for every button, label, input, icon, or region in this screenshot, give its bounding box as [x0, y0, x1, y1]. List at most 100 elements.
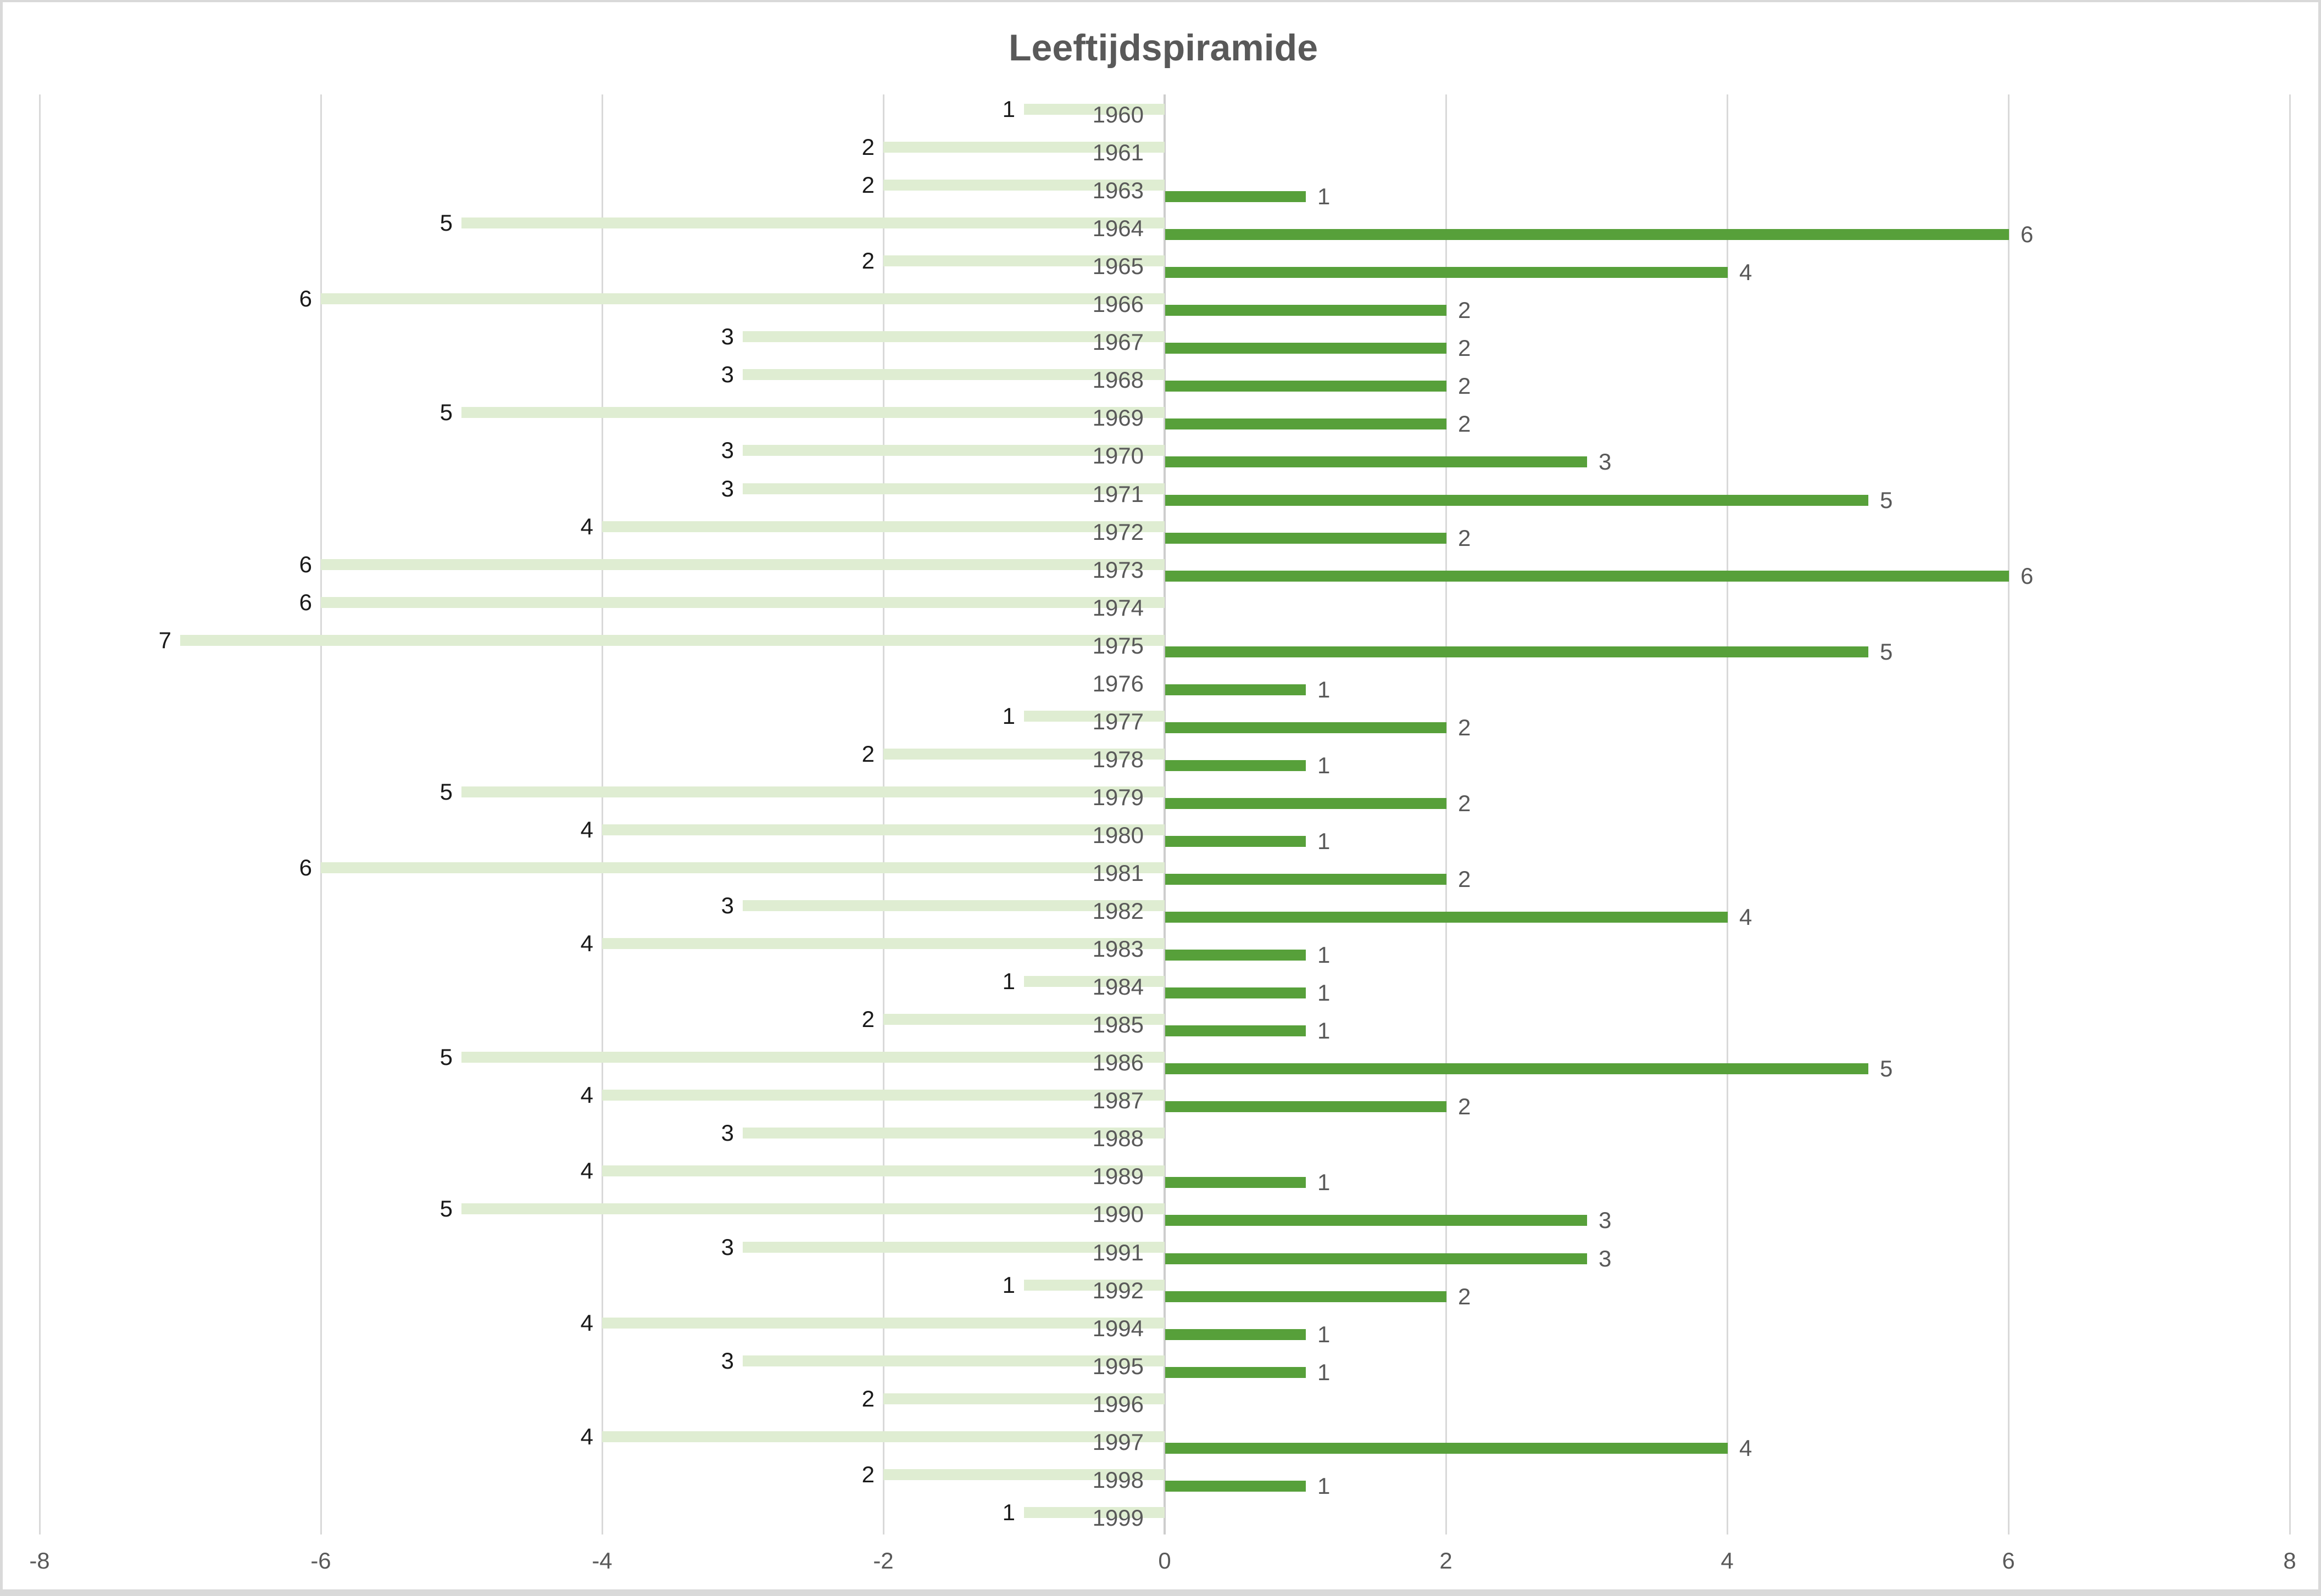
right-bar: [1165, 570, 2009, 582]
left-bar: [883, 1014, 1165, 1025]
left-value-label: 3: [721, 1120, 734, 1146]
right-bar: [1165, 1177, 1306, 1188]
category-label: 1982: [1092, 898, 1144, 924]
category-label: 1995: [1092, 1353, 1144, 1379]
left-bar: [743, 445, 1165, 456]
left-value-label: 1: [1002, 702, 1015, 729]
right-bar: [1165, 456, 1587, 468]
left-bar: [461, 1203, 1165, 1215]
left-bar: [1024, 710, 1165, 722]
left-value-label: 5: [439, 1044, 453, 1070]
right-bar: [1165, 191, 1306, 203]
right-bar: [1165, 797, 1446, 809]
category-label: 1973: [1092, 556, 1144, 583]
right-value-label: 2: [1458, 790, 1471, 816]
right-bar: [1165, 1253, 1587, 1264]
category-label: 1967: [1092, 329, 1144, 355]
category-label: 1991: [1092, 1239, 1144, 1265]
right-value-label: 5: [1880, 487, 1893, 513]
right-bar: [1165, 1215, 1587, 1226]
right-bar: [1165, 646, 1868, 657]
left-value-label: 3: [721, 361, 734, 388]
right-value-label: 1: [1317, 1018, 1331, 1044]
plot-area: -8 -6 -4 -2 0 2 4 6 8 1 1960 2 1961 2 1 1963 5 6 1964 2 4 196…: [3, 2, 2321, 1596]
x-tick-label: 4: [1721, 1548, 1734, 1573]
category-label: 1963: [1092, 177, 1144, 204]
right-bar: [1165, 494, 1868, 506]
left-bar: [743, 1355, 1165, 1366]
left-value-label: 2: [861, 1006, 875, 1033]
x-gridline: [883, 94, 884, 1534]
right-value-label: 2: [1458, 411, 1471, 437]
right-bar: [1165, 1442, 1728, 1454]
left-bar: [602, 521, 1165, 532]
right-value-label: 4: [1739, 1435, 1752, 1461]
right-bar: [1165, 381, 1446, 392]
left-bar: [883, 255, 1165, 267]
right-bar: [1165, 1063, 1868, 1075]
category-label: 1997: [1092, 1428, 1144, 1455]
left-bar: [461, 217, 1165, 229]
x-gridline: [602, 94, 603, 1534]
category-label: 1979: [1092, 784, 1144, 810]
category-label: 1983: [1092, 936, 1144, 962]
right-value-label: 2: [1458, 1093, 1471, 1120]
right-bar: [1165, 1101, 1446, 1113]
x-gridline: [320, 94, 322, 1534]
right-bar: [1165, 684, 1306, 695]
left-value-label: 5: [439, 399, 453, 426]
right-bar: [1165, 1366, 1306, 1378]
right-value-label: 1: [1317, 752, 1331, 778]
left-bar: [461, 407, 1165, 418]
right-value-label: 1: [1317, 1472, 1331, 1499]
category-label: 1987: [1092, 1087, 1144, 1114]
category-label: 1990: [1092, 1201, 1144, 1227]
right-value-label: 1: [1317, 183, 1331, 210]
right-bar: [1165, 835, 1306, 847]
left-value-label: 2: [861, 172, 875, 198]
category-label: 1996: [1092, 1391, 1144, 1417]
left-value-label: 2: [861, 1385, 875, 1411]
category-label: 1970: [1092, 443, 1144, 469]
right-value-label: 2: [1458, 297, 1471, 323]
category-label: 1966: [1092, 291, 1144, 317]
category-label: 1974: [1092, 594, 1144, 621]
category-label: 1965: [1092, 253, 1144, 280]
right-value-label: 4: [1739, 904, 1752, 930]
left-value-label: 4: [580, 1158, 593, 1184]
left-bar: [743, 900, 1165, 912]
left-value-label: 2: [861, 1461, 875, 1487]
left-bar: [321, 293, 1165, 305]
x-tick-label: 2: [1439, 1548, 1452, 1573]
left-bar: [743, 331, 1165, 343]
right-value-label: 2: [1458, 373, 1471, 399]
category-label: 1992: [1092, 1277, 1144, 1303]
right-value-label: 2: [1458, 524, 1471, 551]
right-bar: [1165, 305, 1446, 316]
right-bar: [1165, 722, 1446, 733]
x-gridline: [2289, 94, 2291, 1534]
left-bar: [1024, 1506, 1165, 1518]
right-bar: [1165, 1329, 1306, 1340]
left-value-label: 2: [861, 248, 875, 274]
right-value-label: 3: [1599, 1245, 1612, 1271]
left-bar: [602, 1090, 1165, 1101]
right-value-label: 1: [1317, 1321, 1331, 1347]
left-value-label: 4: [580, 513, 593, 539]
left-bar: [883, 180, 1165, 191]
left-value-label: 7: [158, 627, 171, 653]
right-value-label: 3: [1599, 449, 1612, 475]
left-bar: [883, 142, 1165, 153]
left-value-label: 6: [299, 551, 312, 577]
left-value-label: 5: [439, 1196, 453, 1222]
category-label: 1985: [1092, 1012, 1144, 1038]
left-bar: [743, 369, 1165, 381]
left-bar: [602, 1431, 1165, 1442]
category-label: 1969: [1092, 405, 1144, 431]
right-bar: [1165, 874, 1446, 885]
right-value-label: 3: [1599, 1207, 1612, 1234]
left-value-label: 2: [861, 740, 875, 767]
right-bar: [1165, 418, 1446, 430]
left-bar: [321, 862, 1165, 873]
left-bar: [602, 1165, 1165, 1177]
